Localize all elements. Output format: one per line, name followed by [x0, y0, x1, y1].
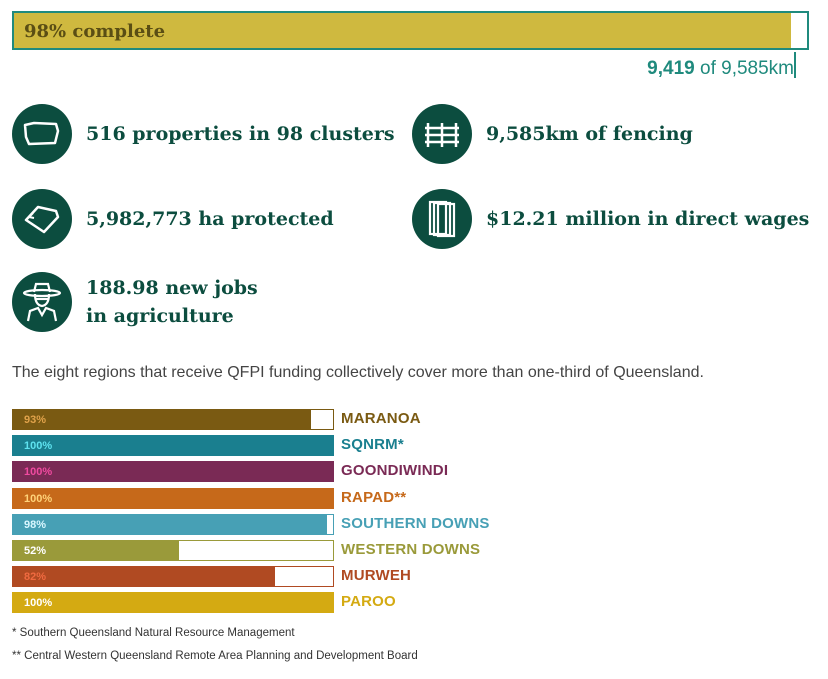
footnote-sqnrm: * Southern Queensland Natural Resource M… — [12, 627, 295, 639]
region-bar-value-label: 93% — [24, 414, 47, 426]
regions-intro: The eight regions that receive QFPI fund… — [12, 364, 704, 381]
region-bar-row: 100% GOONDIWINDI — [12, 461, 512, 483]
money-notes-icon — [412, 189, 472, 249]
region-bar-track: 100% — [12, 461, 334, 483]
stat-wages: $12.21 million in direct wages — [412, 189, 809, 249]
region-bar-value-label: 98% — [24, 518, 47, 531]
region-bar-chart: 93% MARANOA 100% SQNRM* 100% GOONDIWINDI 100% R… — [12, 409, 512, 619]
region-bar-value-label: 82% — [24, 571, 47, 584]
progress-label: 98% complete — [24, 21, 166, 42]
region-bar-category-label: SOUTHERN DOWNS — [341, 514, 490, 532]
progress-fill — [14, 13, 792, 48]
stat-fencing-text: 9,585km of fencing — [486, 123, 693, 145]
region-bar-value-label: 100% — [24, 440, 53, 453]
stat-jobs: 188.98 new jobs in agriculture — [12, 272, 276, 332]
region-bar-value-label: 52% — [24, 544, 47, 557]
region-bar-value-label: 100% — [24, 597, 53, 610]
farmer-icon — [12, 272, 72, 332]
region-bar — [13, 593, 333, 613]
region-bar-value-label: 100% — [24, 492, 53, 505]
stat-properties: 516 properties in 98 clusters — [12, 104, 395, 164]
region-bar-track: 100% — [12, 435, 334, 457]
region-bar-row: 93% MARANOA — [12, 409, 512, 430]
fence-icon — [412, 104, 472, 164]
region-bar-value-label: 100% — [24, 466, 53, 479]
region-bar-category-label: PAROO — [341, 593, 396, 611]
region-bar-track: 100% — [12, 487, 334, 509]
region-bar-category-label: MARANOA — [341, 410, 421, 427]
region-bar-row: 100% RAPAD** — [12, 487, 512, 509]
stat-wages-text: $12.21 million in direct wages — [486, 208, 810, 230]
region-bar-category-label: MURWEH — [341, 567, 412, 585]
region-bar-row: 82% MURWEH — [12, 566, 512, 588]
stat-fencing: 9,585km of fencing — [412, 104, 693, 164]
region-bar-row: 100% PAROO — [12, 592, 512, 614]
stat-protected: 5,982,773 ha protected — [12, 189, 334, 249]
region-bar-category-label: SQNRM* — [341, 436, 404, 454]
overall-progress-bar: 98% complete — [12, 11, 809, 50]
progress-total: of 9,585km — [694, 58, 794, 79]
property-map-icon — [12, 104, 72, 164]
region-bar — [13, 462, 333, 482]
region-bar-category-label: WESTERN DOWNS — [341, 540, 481, 558]
region-bar-track: 93% — [12, 409, 334, 430]
region-bar — [13, 514, 327, 534]
region-bar-track: 52% — [12, 539, 334, 561]
stat-jobs-text: 188.98 new jobs in agriculture — [86, 277, 258, 327]
region-bar — [13, 436, 333, 456]
footnote-rapad: ** Central Western Queensland Remote Are… — [12, 650, 418, 662]
region-bar-category-label: RAPAD** — [341, 488, 407, 506]
region-bar-track: 98% — [12, 513, 334, 535]
progress-done: 9,419 — [647, 58, 695, 79]
region-bar-row: 100% SQNRM* — [12, 435, 512, 457]
region-bar — [13, 488, 333, 508]
stat-properties-text: 516 properties in 98 clusters — [86, 123, 395, 145]
region-bar — [13, 540, 180, 560]
region-bar-track: 82% — [12, 566, 334, 588]
stat-protected-text: 5,982,773 ha protected — [86, 208, 334, 230]
progress-tick-marker — [794, 52, 796, 78]
region-bar — [13, 567, 276, 587]
progress-count: 9,419 of 9,585km — [647, 58, 794, 80]
region-bar — [13, 410, 311, 429]
region-bar-row: 52% WESTERN DOWNS — [12, 539, 512, 561]
region-bar-track: 100% — [12, 592, 334, 614]
region-bar-category-label: GOONDIWINDI — [341, 462, 449, 480]
protected-area-icon — [12, 189, 72, 249]
region-bar-row: 98% SOUTHERN DOWNS — [12, 513, 512, 535]
